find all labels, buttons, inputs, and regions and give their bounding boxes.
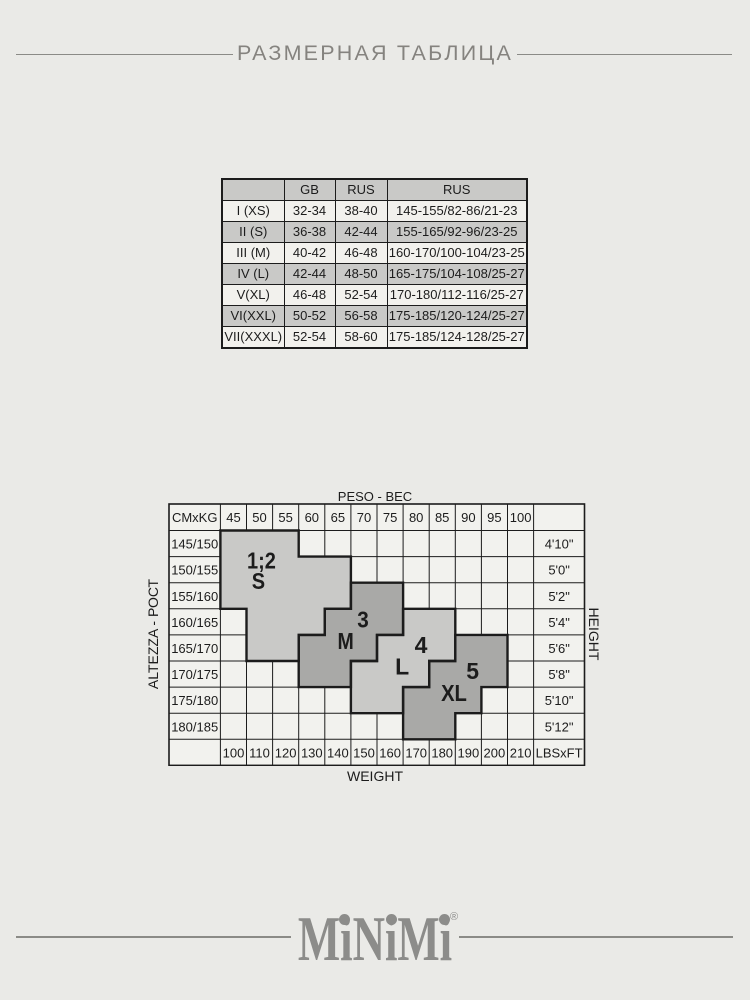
svg-text:100: 100 — [510, 510, 532, 525]
svg-text:5'8": 5'8" — [548, 667, 570, 682]
svg-text:175/180: 175/180 — [171, 693, 218, 708]
svg-text:140: 140 — [327, 745, 349, 760]
svg-text:160/165: 160/165 — [171, 615, 218, 630]
svg-text:CMxKG: CMxKG — [172, 510, 218, 525]
svg-text:1;2: 1;2 — [247, 547, 276, 574]
svg-text:165/170: 165/170 — [171, 641, 218, 656]
svg-text:200: 200 — [484, 745, 506, 760]
svg-text:190: 190 — [458, 745, 480, 760]
svg-text:70: 70 — [357, 510, 371, 525]
svg-text:130: 130 — [301, 745, 323, 760]
svg-text:110: 110 — [249, 745, 270, 760]
svg-text:5'2": 5'2" — [548, 589, 570, 604]
svg-text:5'4": 5'4" — [548, 615, 570, 630]
svg-text:90: 90 — [461, 510, 475, 525]
svg-text:LBSxFT: LBSxFT — [536, 745, 583, 760]
svg-text:145/150: 145/150 — [171, 537, 218, 552]
svg-text:3: 3 — [357, 607, 369, 633]
svg-text:160: 160 — [379, 745, 401, 760]
svg-text:4'10": 4'10" — [545, 537, 574, 552]
svg-text:5'12": 5'12" — [545, 719, 574, 734]
svg-text:100: 100 — [223, 745, 245, 760]
svg-text:95: 95 — [487, 510, 501, 525]
svg-text:45: 45 — [226, 510, 240, 525]
svg-text:180: 180 — [431, 745, 453, 760]
svg-text:5'6": 5'6" — [548, 641, 570, 656]
svg-text:L: L — [395, 654, 409, 680]
svg-text:170: 170 — [405, 745, 427, 760]
svg-text:155/160: 155/160 — [171, 589, 218, 604]
svg-text:50: 50 — [252, 510, 266, 525]
svg-text:M: M — [337, 628, 353, 654]
svg-text:5'10": 5'10" — [545, 693, 574, 708]
svg-text:150/155: 150/155 — [171, 563, 218, 578]
svg-text:5: 5 — [466, 658, 479, 684]
svg-text:170/175: 170/175 — [171, 667, 218, 682]
svg-text:65: 65 — [331, 510, 345, 525]
svg-text:80: 80 — [409, 510, 423, 525]
svg-text:5'0": 5'0" — [548, 563, 570, 578]
svg-text:120: 120 — [275, 745, 297, 760]
svg-text:XL: XL — [441, 680, 467, 707]
svg-text:S: S — [252, 567, 265, 594]
svg-text:85: 85 — [435, 510, 449, 525]
svg-text:150: 150 — [353, 745, 375, 760]
svg-text:210: 210 — [510, 745, 532, 760]
svg-text:180/185: 180/185 — [171, 719, 218, 734]
svg-text:60: 60 — [305, 510, 319, 525]
svg-text:75: 75 — [383, 510, 397, 525]
svg-text:55: 55 — [278, 510, 292, 525]
svg-text:4: 4 — [415, 632, 428, 658]
